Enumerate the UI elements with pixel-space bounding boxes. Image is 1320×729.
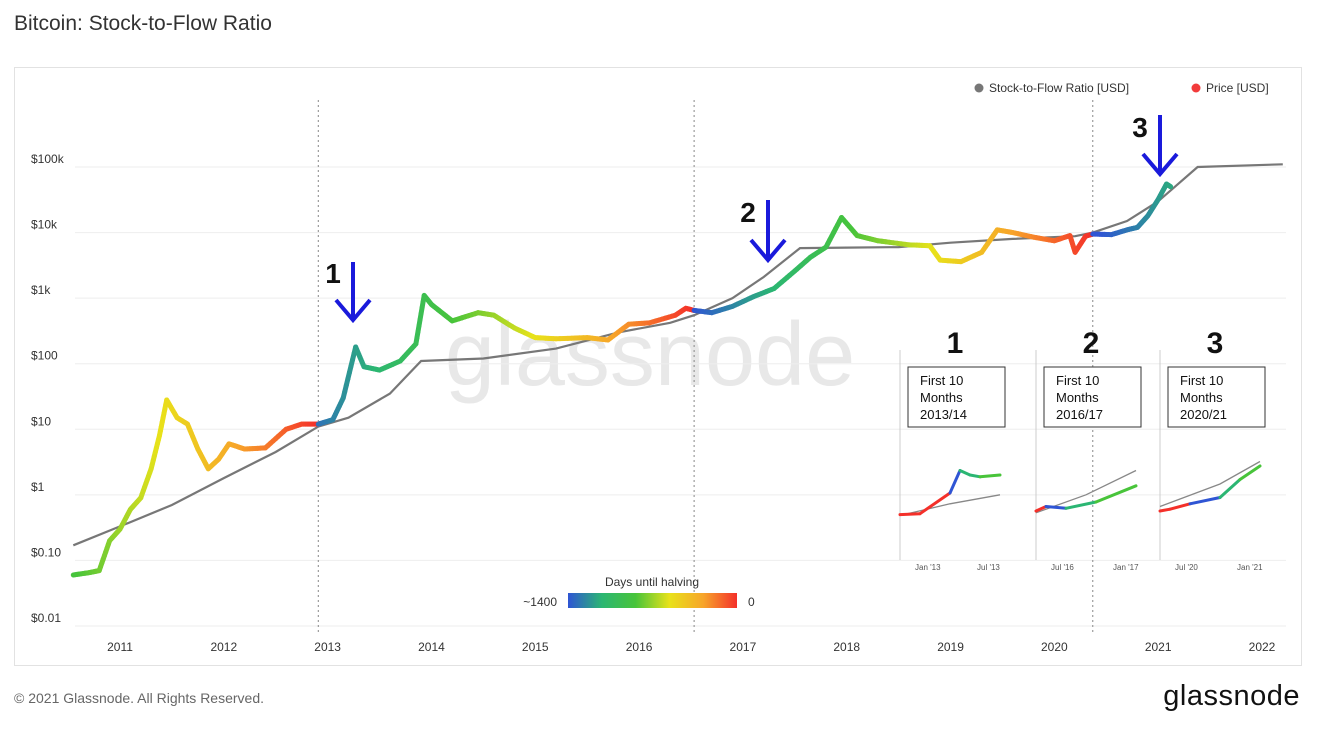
inset-price-segment [1094,484,1138,504]
arrow-head-icon [1141,152,1179,178]
legend: Stock-to-Flow Ratio [USD] Price [USD] [974,81,1269,95]
inset-number: 3 [1207,327,1224,360]
inset-price-segment [1044,505,1068,510]
x-tick-label: 2022 [1249,640,1276,654]
y-tick-label: $1k [31,283,51,297]
copyright-text: © 2021 Glassnode. All Rights Reserved. [14,690,265,706]
x-tick-label: 2014 [418,640,445,654]
colorbar-min-label: ~1400 [523,595,557,609]
inset-caption-line: Months [1180,390,1223,405]
y-tick-label: $10 [31,414,51,428]
y-tick-label: $0.10 [31,545,61,559]
inset-tick-label: Jul '13 [977,563,1000,572]
inset-price-segment [1158,507,1172,513]
inset-price-segment [968,473,982,479]
x-tick-label: 2016 [626,640,653,654]
inset-number: 2 [1083,327,1100,360]
insets: 1 First 10 Months 2013/14 Jan '13 Jul '13 2 Fir… [898,327,1266,572]
x-tick-label: 2017 [730,640,757,654]
x-axis: 2011 2012 2013 2014 2015 2016 2017 2018 2019 2020… [107,640,1276,654]
inset-price-segment [898,512,922,517]
inset-price-segment [1064,500,1098,510]
inset-tick-label: Jul '16 [1051,563,1074,572]
inset-caption-line: First 10 [1056,373,1099,388]
x-tick-label: 2015 [522,640,549,654]
inset-tick-label: Jan '13 [915,563,941,572]
inset-caption-box [1167,366,1266,428]
inset-price-segment [958,469,972,477]
x-tick-label: 2021 [1145,640,1172,654]
y-tick-label: $10k [31,218,58,232]
inset-caption-line: First 10 [920,373,963,388]
legend-label: Stock-to-Flow Ratio [USD] [989,81,1129,95]
inset-caption-box [1043,366,1142,428]
annotations: 1 2 3 [325,112,1179,324]
inset-caption-line: Months [1056,390,1099,405]
inset-price-segment [1188,496,1222,506]
legend-marker [974,83,984,93]
inset-s2f-line [1159,460,1261,508]
grid-lines [75,166,1286,627]
inset-price-segment [1218,478,1242,499]
halving-lines [317,100,1094,632]
inset-number: 1 [947,327,964,360]
y-tick-label: $1 [31,480,45,494]
inset-caption-line: 2020/21 [1180,407,1227,422]
inset-price-segment [1238,464,1262,481]
y-tick-label: $100k [31,152,65,166]
inset-caption-line: Months [920,390,963,405]
inset-caption-line: First 10 [1180,373,1223,388]
arrow-head-icon [749,238,787,264]
y-tick-label: $100 [31,349,58,363]
inset-price-segment [978,473,1002,479]
legend-label: Price [USD] [1206,81,1269,95]
inset-price-segment [918,491,952,516]
x-tick-label: 2011 [107,640,133,654]
inset-caption-box [907,366,1006,428]
colorbar-max-label: 0 [748,595,755,609]
inset-tick-label: Jan '21 [1237,563,1263,572]
annotation-number: 3 [1132,112,1148,143]
x-tick-label: 2018 [833,640,860,654]
annotation-number: 2 [740,197,756,228]
colorbar-bar [568,593,737,608]
brand-logo: glassnode [1163,680,1300,712]
inset-price-segment [948,469,962,495]
y-tick-label: $0.01 [31,611,61,625]
x-tick-label: 2020 [1041,640,1068,654]
colorbar-title: Days until halving [605,575,699,589]
x-tick-label: 2012 [210,640,237,654]
inset-price-segment [1034,505,1048,513]
inset-s2f-line [899,494,1001,517]
y-axis: $100k $10k $1k $100 $10 $1 $0.10 $0.01 [31,152,65,625]
x-tick-label: 2013 [314,640,341,654]
inset-tick-label: Jan '17 [1113,563,1139,572]
x-tick-label: 2019 [937,640,964,654]
inset-price-segment [1168,502,1192,511]
legend-marker [1191,83,1201,93]
inset-caption-line: 2016/17 [1056,407,1103,422]
days-until-halving-colorbar: Days until halving ~1400 0 [523,575,755,609]
arrow-head-icon [334,298,372,324]
price-series [70,181,1174,578]
inset-tick-label: Jul '20 [1175,563,1198,572]
annotation-number: 1 [325,258,341,289]
chart-title: Bitcoin: Stock-to-Flow Ratio [14,12,272,35]
inset-caption-line: 2013/14 [920,407,967,422]
